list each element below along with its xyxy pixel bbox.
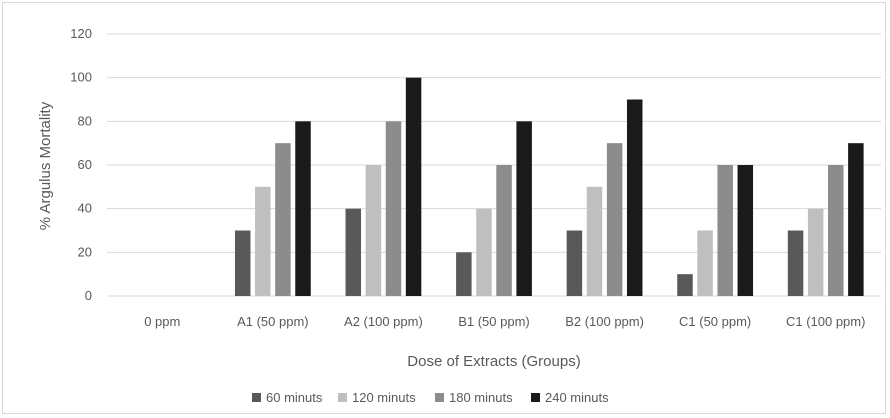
bar <box>606 143 623 296</box>
y-tick-label: 0 <box>85 288 92 303</box>
legend-label: 120 minuts <box>352 390 416 405</box>
x-tick-label: C1 (100 ppm) <box>786 314 865 329</box>
x-tick-label: B1 (50 ppm) <box>458 314 530 329</box>
x-tick-label: A2 (100 ppm) <box>344 314 423 329</box>
y-axis-ticks: 0 20 40 60 80 100 120 <box>70 26 92 303</box>
bar <box>677 274 693 296</box>
bar <box>787 230 804 296</box>
x-tick-label: A1 (50 ppm) <box>237 314 309 329</box>
bar <box>456 252 472 296</box>
x-axis-ticks: 0 ppm A1 (50 ppm) A2 (100 ppm) B1 (50 ppm) B… <box>144 314 865 329</box>
bar <box>586 186 603 296</box>
y-tick-label: 60 <box>78 157 92 172</box>
x-tick-label: C1 (50 ppm) <box>679 314 751 329</box>
bar <box>717 165 733 296</box>
bar <box>345 208 362 296</box>
legend: 60 minuts 120 minuts 180 minuts 240 minuts <box>252 390 609 405</box>
legend-swatch <box>435 393 444 402</box>
bar <box>255 186 271 296</box>
bar <box>566 230 583 296</box>
legend-label: 60 minuts <box>266 390 323 405</box>
legend-label: 240 minuts <box>545 390 609 405</box>
bar <box>737 165 754 296</box>
y-tick-label: 100 <box>70 70 92 85</box>
bar <box>365 165 382 296</box>
y-axis-title: % Argulus Mortality <box>37 101 54 230</box>
gridlines <box>107 33 881 297</box>
bar <box>476 208 492 296</box>
bar <box>848 143 864 296</box>
y-tick-label: 40 <box>78 201 92 216</box>
bars <box>234 77 864 297</box>
bar <box>697 230 713 296</box>
bar <box>234 230 251 296</box>
bar <box>275 143 291 296</box>
bar <box>516 121 532 296</box>
legend-swatch <box>531 393 540 402</box>
y-tick-label: 20 <box>78 244 92 259</box>
bar <box>496 165 512 296</box>
bar <box>295 121 311 296</box>
bar <box>828 165 844 296</box>
legend-swatch <box>338 393 347 402</box>
x-tick-label: B2 (100 ppm) <box>565 314 644 329</box>
bar <box>385 121 402 296</box>
bar <box>807 208 824 296</box>
legend-swatch <box>252 393 261 402</box>
x-axis-title: Dose of Extracts (Groups) <box>407 353 580 370</box>
bar <box>626 99 643 296</box>
bar <box>405 77 422 297</box>
y-tick-label: 80 <box>78 113 92 128</box>
y-tick-label: 120 <box>70 26 92 41</box>
x-tick-label: 0 ppm <box>144 314 180 329</box>
legend-label: 180 minuts <box>449 390 513 405</box>
